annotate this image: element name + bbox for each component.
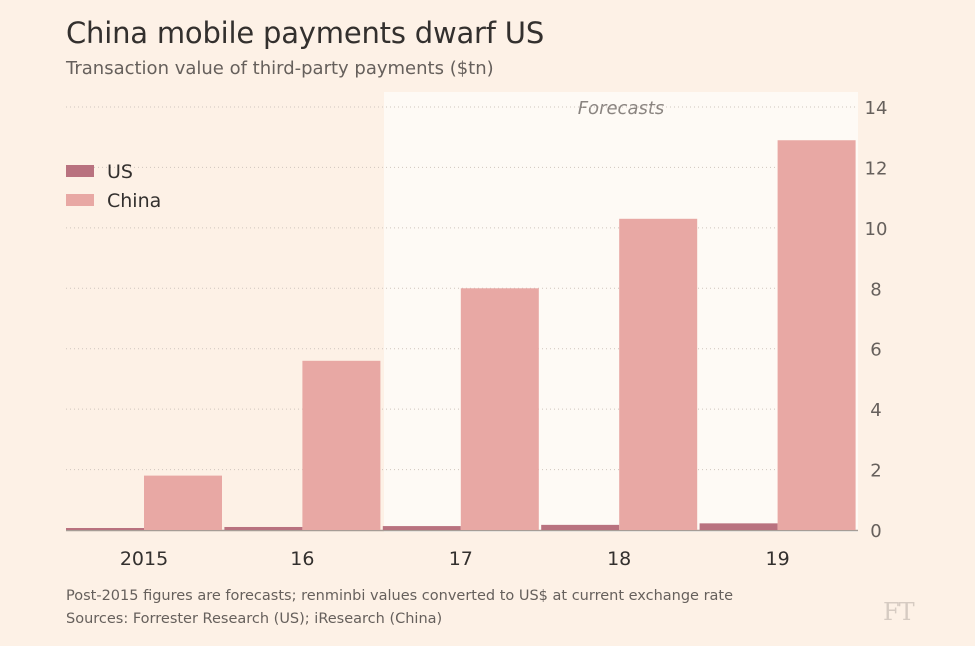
y-tick-label: 14 xyxy=(865,98,888,119)
bar-us-16 xyxy=(224,526,303,530)
y-tick-label: 4 xyxy=(870,400,881,421)
sources: Sources: Forrester Research (US); iResea… xyxy=(66,611,443,627)
legend-label-us: US xyxy=(107,161,133,183)
y-tick-label: 10 xyxy=(865,219,888,240)
legend: US China xyxy=(66,161,161,212)
legend-label-china: China xyxy=(107,190,161,212)
x-axis: 2015 16 17 18 19 xyxy=(120,548,790,570)
x-tick-label: 19 xyxy=(766,548,790,570)
y-tick-label: 0 xyxy=(870,521,881,542)
bar-us-17 xyxy=(382,526,461,530)
y-tick-label: 6 xyxy=(870,340,881,361)
y-tick-label: 8 xyxy=(870,279,881,300)
footnote: Post-2015 figures are forecasts; renminb… xyxy=(66,588,734,604)
chart-title: China mobile payments dwarf US xyxy=(66,16,545,50)
x-tick-label: 16 xyxy=(290,548,314,570)
y-axis: 0 2 4 6 8 10 12 14 xyxy=(865,98,888,542)
bar-us-19 xyxy=(699,523,778,530)
x-tick-label: 2015 xyxy=(120,548,168,570)
legend-swatch-china xyxy=(66,194,94,206)
bar-us-2015 xyxy=(66,528,144,530)
legend-swatch-us xyxy=(66,165,94,177)
bar-us-18 xyxy=(541,524,620,530)
x-tick-label: 18 xyxy=(607,548,631,570)
y-tick-label: 12 xyxy=(865,158,888,179)
bar-china-2015 xyxy=(144,475,222,530)
bar-china-16 xyxy=(302,360,381,530)
footer: Post-2015 figures are forecasts; renminb… xyxy=(66,585,733,631)
bar-china-18 xyxy=(619,218,698,531)
forecast-label: Forecasts xyxy=(578,98,665,119)
y-tick-label: 2 xyxy=(870,461,881,482)
bar-china-17 xyxy=(460,288,539,530)
bars xyxy=(66,140,856,531)
bar-china-19 xyxy=(777,140,856,530)
chart-subtitle: Transaction value of third-party payment… xyxy=(66,58,494,79)
x-tick-label: 17 xyxy=(449,548,473,570)
ft-logo: FT xyxy=(883,598,915,626)
